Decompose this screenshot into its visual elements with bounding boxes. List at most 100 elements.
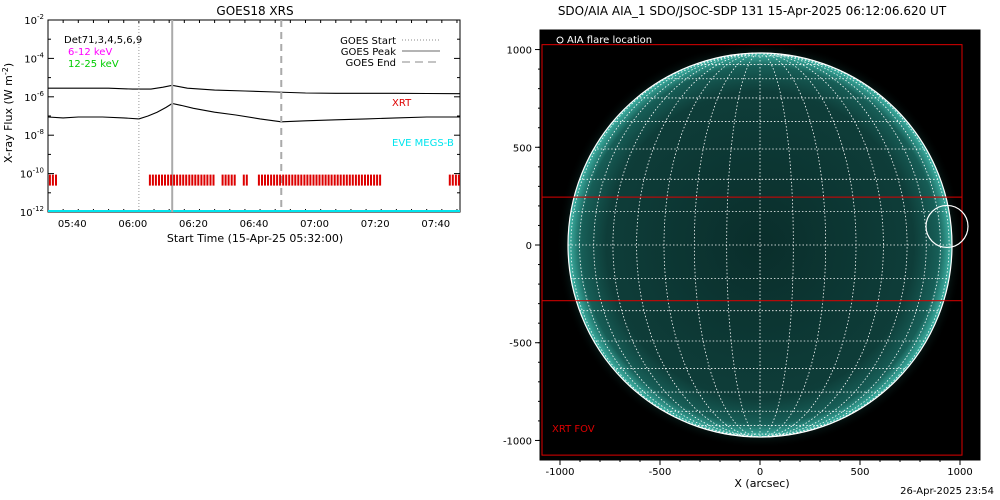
xrt-coverage-tick bbox=[173, 174, 176, 186]
longitude-line bbox=[759, 52, 927, 438]
xrt-coverage-tick bbox=[164, 174, 166, 186]
xrt-coverage-tick bbox=[176, 174, 179, 186]
aia-x-axis-label: X (arcsec) bbox=[734, 477, 789, 490]
xrt-coverage-tick bbox=[267, 174, 269, 186]
xrt-coverage-tick bbox=[373, 174, 376, 186]
xrt-coverage-tick bbox=[303, 174, 306, 186]
xrt-coverage-tick bbox=[224, 174, 227, 186]
xrt-coverage-tick bbox=[451, 174, 454, 186]
xrt-coverage-tick bbox=[179, 174, 182, 186]
goes-y-tick-exp: -2 bbox=[37, 13, 44, 21]
xrt-coverage-tick bbox=[200, 174, 203, 186]
xrt-coverage-tick bbox=[339, 174, 342, 186]
xrt-coverage-tick bbox=[297, 174, 300, 186]
xrt-coverage-tick bbox=[191, 174, 194, 186]
goes-y-tick-exp: -12 bbox=[33, 205, 44, 213]
goes-plot-title: GOES18 XRS bbox=[216, 4, 293, 18]
goes-plot-series bbox=[47, 84, 461, 212]
aia-x-tick-label: 1000 bbox=[947, 467, 972, 478]
longitude-line bbox=[570, 52, 761, 438]
longitude-line bbox=[759, 52, 908, 438]
xrt-coverage-tick bbox=[206, 174, 209, 186]
longitude-line bbox=[726, 52, 761, 438]
goes-y-tick-label: 10-10 bbox=[20, 167, 44, 181]
xrt-coverage-tick bbox=[342, 174, 345, 186]
goes-y-tick-label: 10-12 bbox=[20, 205, 44, 219]
xrt-fov-boxes bbox=[541, 44, 963, 456]
xrt-coverage-tick bbox=[227, 174, 230, 186]
xrt-coverage-tick bbox=[257, 174, 260, 186]
xrt-coverage-tick bbox=[315, 174, 318, 186]
xrt-coverage-tick bbox=[348, 174, 351, 186]
xrt-coverage-bars bbox=[48, 174, 460, 186]
xrt-coverage-tick bbox=[273, 174, 276, 186]
xrt-coverage-tick bbox=[212, 174, 215, 186]
xrt-coverage-tick bbox=[242, 174, 245, 186]
goes-y-tick-label: 10-4 bbox=[24, 51, 44, 65]
xrt-coverage-tick bbox=[170, 174, 173, 186]
xrt-coverage-tick bbox=[318, 174, 321, 186]
xrt-coverage-tick bbox=[327, 174, 330, 186]
xrt-coverage-tick bbox=[360, 174, 363, 186]
xrt-coverage-tick bbox=[51, 174, 54, 186]
aia-y-tick-label: -500 bbox=[509, 339, 532, 350]
aia-x-tick-label: 500 bbox=[850, 467, 869, 478]
goes-y-tick-base: 10 bbox=[24, 93, 37, 104]
legend-detectors: Det71,3,4,5,6,9 bbox=[64, 35, 142, 46]
goes-y-tick-exp: -10 bbox=[33, 167, 44, 175]
aia-plot-axes: -1000 -500 0 500 1000 1000 500 0 -500 -1000 bbox=[503, 29, 981, 478]
goes-x-tick-label: 06:40 bbox=[240, 219, 269, 230]
goes-y-tick-exp: -6 bbox=[37, 90, 45, 98]
xrt-coverage-tick bbox=[154, 174, 157, 186]
xrt-coverage-tick bbox=[197, 174, 200, 186]
goes-y-tick-base: 10 bbox=[24, 54, 37, 65]
goes-x-tick-label: 07:40 bbox=[421, 219, 450, 230]
xrt-coverage-tick bbox=[188, 174, 191, 186]
longitude-line bbox=[759, 52, 794, 438]
goes-x-tick-label: 05:40 bbox=[58, 219, 87, 230]
xrt-coverage-tick bbox=[367, 174, 369, 186]
xrt-coverage-tick bbox=[55, 174, 57, 186]
legend-band1: 6-12 keV bbox=[68, 47, 112, 58]
xrt-coverage-tick bbox=[209, 174, 212, 186]
xrt-coverage-tick bbox=[161, 174, 163, 186]
aia-x-tick-label: -500 bbox=[649, 467, 672, 478]
goes-y-tick-exp: -8 bbox=[37, 128, 44, 136]
xrt-coverage-tick bbox=[270, 174, 273, 186]
xrt-coverage-tick bbox=[221, 174, 224, 186]
goes-event-lines bbox=[138, 20, 283, 212]
goes-x-tick-label: 07:20 bbox=[361, 219, 390, 230]
xrt-coverage-tick bbox=[294, 174, 297, 186]
xrt-coverage-tick bbox=[309, 174, 312, 186]
goes-x-axis-label: Start Time (15-Apr-25 05:32:00) bbox=[167, 232, 343, 245]
xrt-coverage-tick bbox=[351, 174, 354, 186]
longitude-line bbox=[759, 52, 857, 438]
legend-flare-symbol bbox=[556, 36, 564, 44]
goes-y-tick-label: 10-2 bbox=[24, 13, 44, 27]
goes-y-axis-label: X-ray Flux (W m-2) bbox=[1, 63, 15, 163]
xrt-coverage-tick bbox=[454, 174, 457, 186]
xrt-coverage-tick bbox=[288, 174, 291, 186]
solar-limb bbox=[567, 52, 953, 438]
xrt-coverage-tick bbox=[354, 174, 357, 186]
xrt-coverage-tick bbox=[233, 174, 236, 186]
goes-x-tick-label: 07:00 bbox=[300, 219, 329, 230]
xrt-coverage-tick bbox=[261, 174, 263, 186]
xrt-coverage-tick bbox=[357, 174, 360, 186]
aia-y-tick-label: 1000 bbox=[507, 46, 532, 57]
longitude-line bbox=[759, 52, 941, 438]
xrt-coverage-tick bbox=[370, 174, 372, 186]
aia-legend: AIA flare location bbox=[556, 35, 652, 46]
xrt-coverage-tick bbox=[203, 174, 206, 186]
xrt-coverage-tick bbox=[324, 174, 327, 186]
xrt-coverage-tick bbox=[291, 174, 294, 186]
longitude-line bbox=[593, 52, 761, 438]
xrt-coverage-tick bbox=[230, 174, 233, 186]
longitude-line bbox=[663, 52, 761, 438]
xrt-coverage-tick bbox=[276, 174, 279, 186]
xrt-coverage-tick bbox=[279, 174, 282, 186]
goes-y-tick-base: 10 bbox=[20, 170, 33, 181]
goes-y-tick-base: 10 bbox=[24, 16, 37, 27]
xrt-coverage-tick bbox=[48, 174, 51, 186]
aia-y-tick-label: 0 bbox=[526, 241, 532, 252]
